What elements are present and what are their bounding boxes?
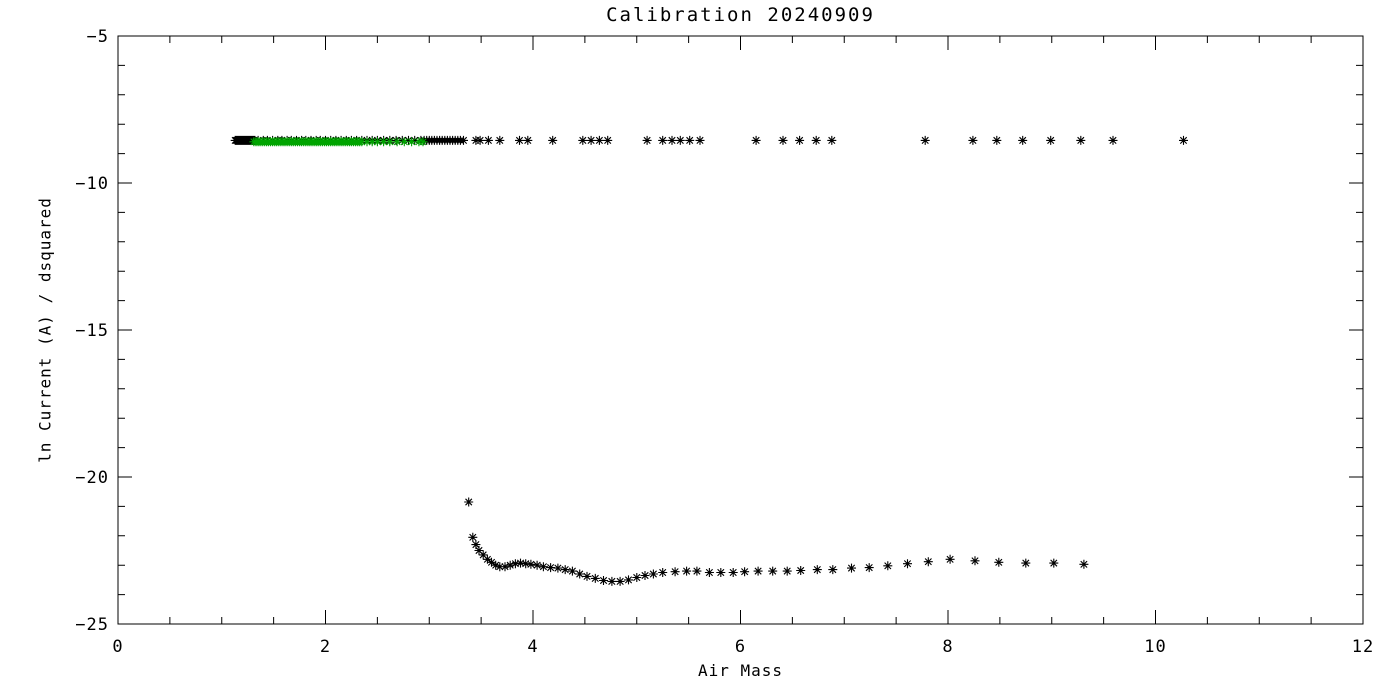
scatter-series-lower-curve-black	[464, 497, 1089, 586]
scatter-series-upper-band-green	[249, 137, 428, 147]
chart-title: Calibration 20240909	[606, 4, 875, 26]
y-tick-label: −25	[75, 615, 109, 635]
x-axis-label: Air Mass	[697, 661, 784, 680]
x-tick-label: 6	[735, 637, 746, 657]
x-tick-label: 0	[112, 637, 123, 657]
x-tick-label: 10	[1144, 637, 1166, 657]
y-tick-label: −5	[87, 27, 109, 47]
x-tick-label: 12	[1352, 637, 1374, 657]
plot-box	[117, 35, 1364, 625]
y-tick-label: −10	[75, 174, 109, 194]
y-tick-label: −20	[75, 468, 109, 488]
x-tick-label: 4	[527, 637, 538, 657]
x-tick-label: 8	[942, 637, 953, 657]
y-tick-label: −15	[75, 321, 109, 341]
y-axis-label: ln Current (A) / dsquared	[35, 197, 55, 463]
x-tick-label: 2	[320, 637, 331, 657]
axis-ticks	[117, 35, 1364, 625]
